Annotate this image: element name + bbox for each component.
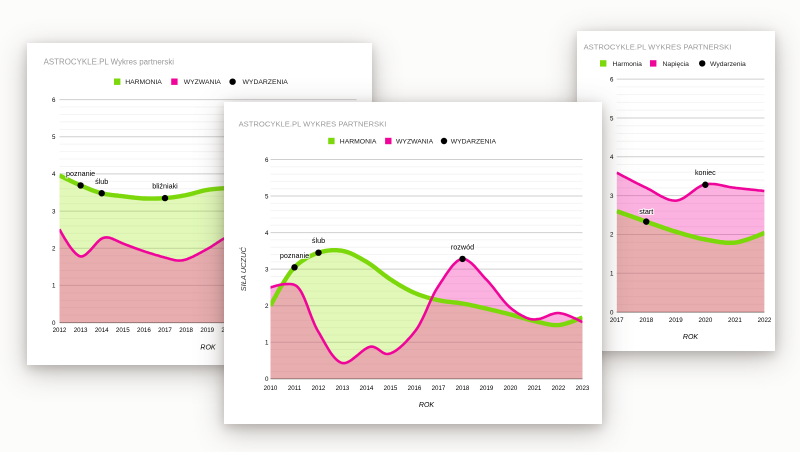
svg-text:3: 3: [265, 266, 269, 273]
svg-text:0: 0: [265, 376, 269, 383]
svg-text:2: 2: [610, 232, 614, 239]
svg-text:poznanie: poznanie: [66, 169, 95, 178]
svg-text:WYZWANIA: WYZWANIA: [184, 79, 222, 86]
svg-text:2016: 2016: [137, 327, 151, 334]
svg-text:2018: 2018: [456, 385, 470, 392]
svg-text:5: 5: [610, 115, 614, 122]
svg-text:SIŁA UCZUĆ: SIŁA UCZUĆ: [239, 246, 248, 291]
svg-text:Harmonia: Harmonia: [613, 61, 643, 68]
svg-text:WYDARZENIA: WYDARZENIA: [243, 79, 289, 86]
svg-text:6: 6: [265, 157, 269, 164]
svg-text:3: 3: [52, 208, 56, 215]
svg-text:2012: 2012: [312, 385, 326, 392]
svg-text:2020: 2020: [699, 317, 713, 324]
svg-text:2022: 2022: [758, 317, 772, 324]
svg-text:bliźniaki: bliźniaki: [152, 182, 178, 191]
svg-text:6: 6: [610, 76, 614, 83]
svg-text:2017: 2017: [432, 385, 446, 392]
svg-text:2019: 2019: [200, 327, 214, 334]
svg-text:4: 4: [52, 171, 56, 178]
svg-text:1: 1: [610, 271, 614, 278]
svg-text:ślub: ślub: [95, 177, 108, 186]
svg-text:WYZWANIA: WYZWANIA: [396, 138, 434, 145]
svg-text:6: 6: [52, 97, 56, 104]
svg-text:ślub: ślub: [312, 236, 325, 245]
svg-text:2019: 2019: [669, 317, 683, 324]
svg-text:rozwód: rozwód: [451, 242, 474, 251]
svg-text:ROK: ROK: [683, 334, 699, 341]
svg-text:Napięcia: Napięcia: [663, 61, 690, 68]
svg-text:2: 2: [52, 246, 56, 253]
svg-text:2015: 2015: [384, 385, 398, 392]
svg-text:2017: 2017: [158, 327, 172, 334]
svg-text:4: 4: [610, 154, 614, 161]
svg-text:2018: 2018: [179, 327, 193, 334]
svg-text:2016: 2016: [408, 385, 422, 392]
svg-text:koniec: koniec: [695, 168, 716, 177]
svg-text:1: 1: [52, 283, 56, 290]
svg-text:1: 1: [265, 340, 269, 347]
svg-text:2020: 2020: [504, 385, 518, 392]
svg-text:ROK: ROK: [419, 402, 435, 409]
svg-text:2017: 2017: [610, 317, 624, 324]
svg-text:2013: 2013: [74, 327, 88, 334]
svg-text:2013: 2013: [336, 385, 350, 392]
svg-text:2012: 2012: [53, 327, 67, 334]
svg-text:4: 4: [265, 230, 269, 237]
svg-text:2022: 2022: [552, 385, 566, 392]
svg-text:ASTROCYKLE.PL WYKRES PARTNERSK: ASTROCYKLE.PL WYKRES PARTNERSKI: [584, 43, 732, 52]
svg-text:0: 0: [52, 320, 56, 327]
svg-text:2021: 2021: [528, 385, 542, 392]
svg-text:2014: 2014: [95, 327, 109, 334]
svg-text:2: 2: [265, 303, 269, 310]
svg-text:5: 5: [265, 193, 269, 200]
svg-text:5: 5: [52, 134, 56, 141]
svg-text:HARMONIA: HARMONIA: [340, 138, 377, 145]
svg-text:ROK: ROK: [200, 344, 216, 351]
svg-text:2010: 2010: [264, 385, 278, 392]
svg-text:Wydarzenia: Wydarzenia: [710, 61, 746, 68]
svg-text:ASTROCYKLE.PL Wykres partnersk: ASTROCYKLE.PL Wykres partnerski: [44, 57, 175, 66]
svg-text:2018: 2018: [639, 317, 653, 324]
svg-text:WYDARZENIA: WYDARZENIA: [451, 138, 497, 145]
svg-text:ASTROCYKLE.PL WYKRES PARTNERSK: ASTROCYKLE.PL WYKRES PARTNERSKI: [239, 120, 387, 129]
svg-text:2019: 2019: [480, 385, 494, 392]
svg-text:2011: 2011: [288, 385, 302, 392]
svg-text:start: start: [639, 207, 653, 216]
svg-text:3: 3: [610, 193, 614, 200]
svg-text:0: 0: [610, 309, 614, 316]
svg-text:HARMONIA: HARMONIA: [125, 79, 162, 86]
svg-text:2014: 2014: [360, 385, 374, 392]
svg-text:2023: 2023: [576, 385, 590, 392]
svg-text:2021: 2021: [728, 317, 742, 324]
svg-text:poznanie: poznanie: [280, 251, 309, 260]
svg-text:2015: 2015: [116, 327, 130, 334]
